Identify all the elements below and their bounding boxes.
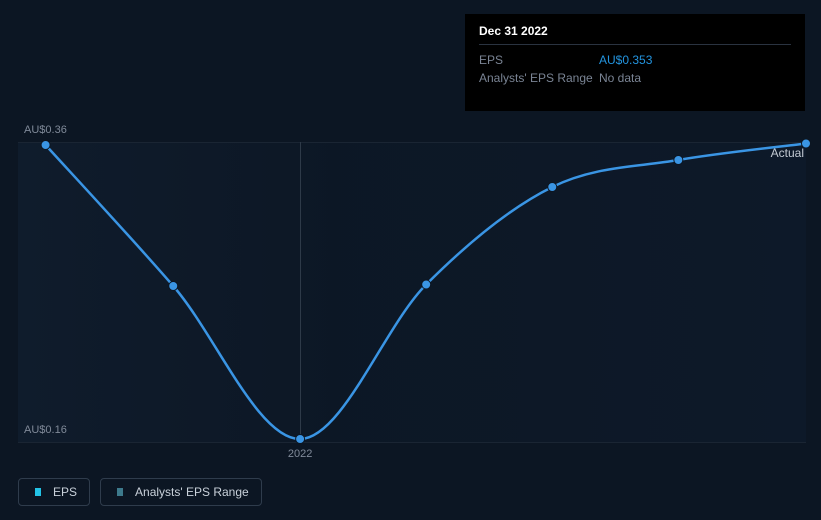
legend-item[interactable]: EPS — [18, 478, 90, 506]
y-tick-label: AU$0.36 — [24, 124, 67, 136]
data-point[interactable] — [41, 141, 50, 150]
tooltip-row: EPSAU$0.353 — [479, 51, 791, 69]
tooltip-row: Analysts' EPS RangeNo data — [479, 69, 791, 87]
gridline — [18, 442, 806, 443]
tooltip-row-label: EPS — [479, 51, 599, 69]
data-point[interactable] — [802, 139, 811, 148]
tooltip-row-label: Analysts' EPS Range — [479, 69, 599, 87]
legend-swatch-icon — [113, 488, 127, 496]
eps-line — [46, 144, 806, 440]
legend-item[interactable]: Analysts' EPS Range — [100, 478, 262, 506]
tooltip-rows: EPSAU$0.353Analysts' EPS RangeNo data — [479, 51, 791, 87]
data-point[interactable] — [169, 282, 178, 291]
data-point[interactable] — [296, 435, 305, 444]
chart-tooltip: Dec 31 2022 EPSAU$0.353Analysts' EPS Ran… — [465, 14, 805, 111]
legend-swatch-icon — [31, 488, 45, 496]
tooltip-date: Dec 31 2022 — [479, 24, 791, 45]
data-point[interactable] — [422, 280, 431, 289]
tooltip-row-value: AU$0.353 — [599, 51, 791, 69]
legend-label: Analysts' EPS Range — [135, 485, 249, 499]
x-tick-label: 2022 — [288, 448, 312, 460]
data-point[interactable] — [548, 183, 557, 192]
chart-legend: EPS Analysts' EPS Range — [18, 478, 262, 506]
tooltip-row-value: No data — [599, 69, 791, 87]
data-point[interactable] — [674, 156, 683, 165]
line-series — [18, 142, 806, 442]
eps-chart[interactable]: AU$0.36AU$0.16 Actual 2022 — [18, 142, 806, 442]
legend-label: EPS — [53, 485, 77, 499]
